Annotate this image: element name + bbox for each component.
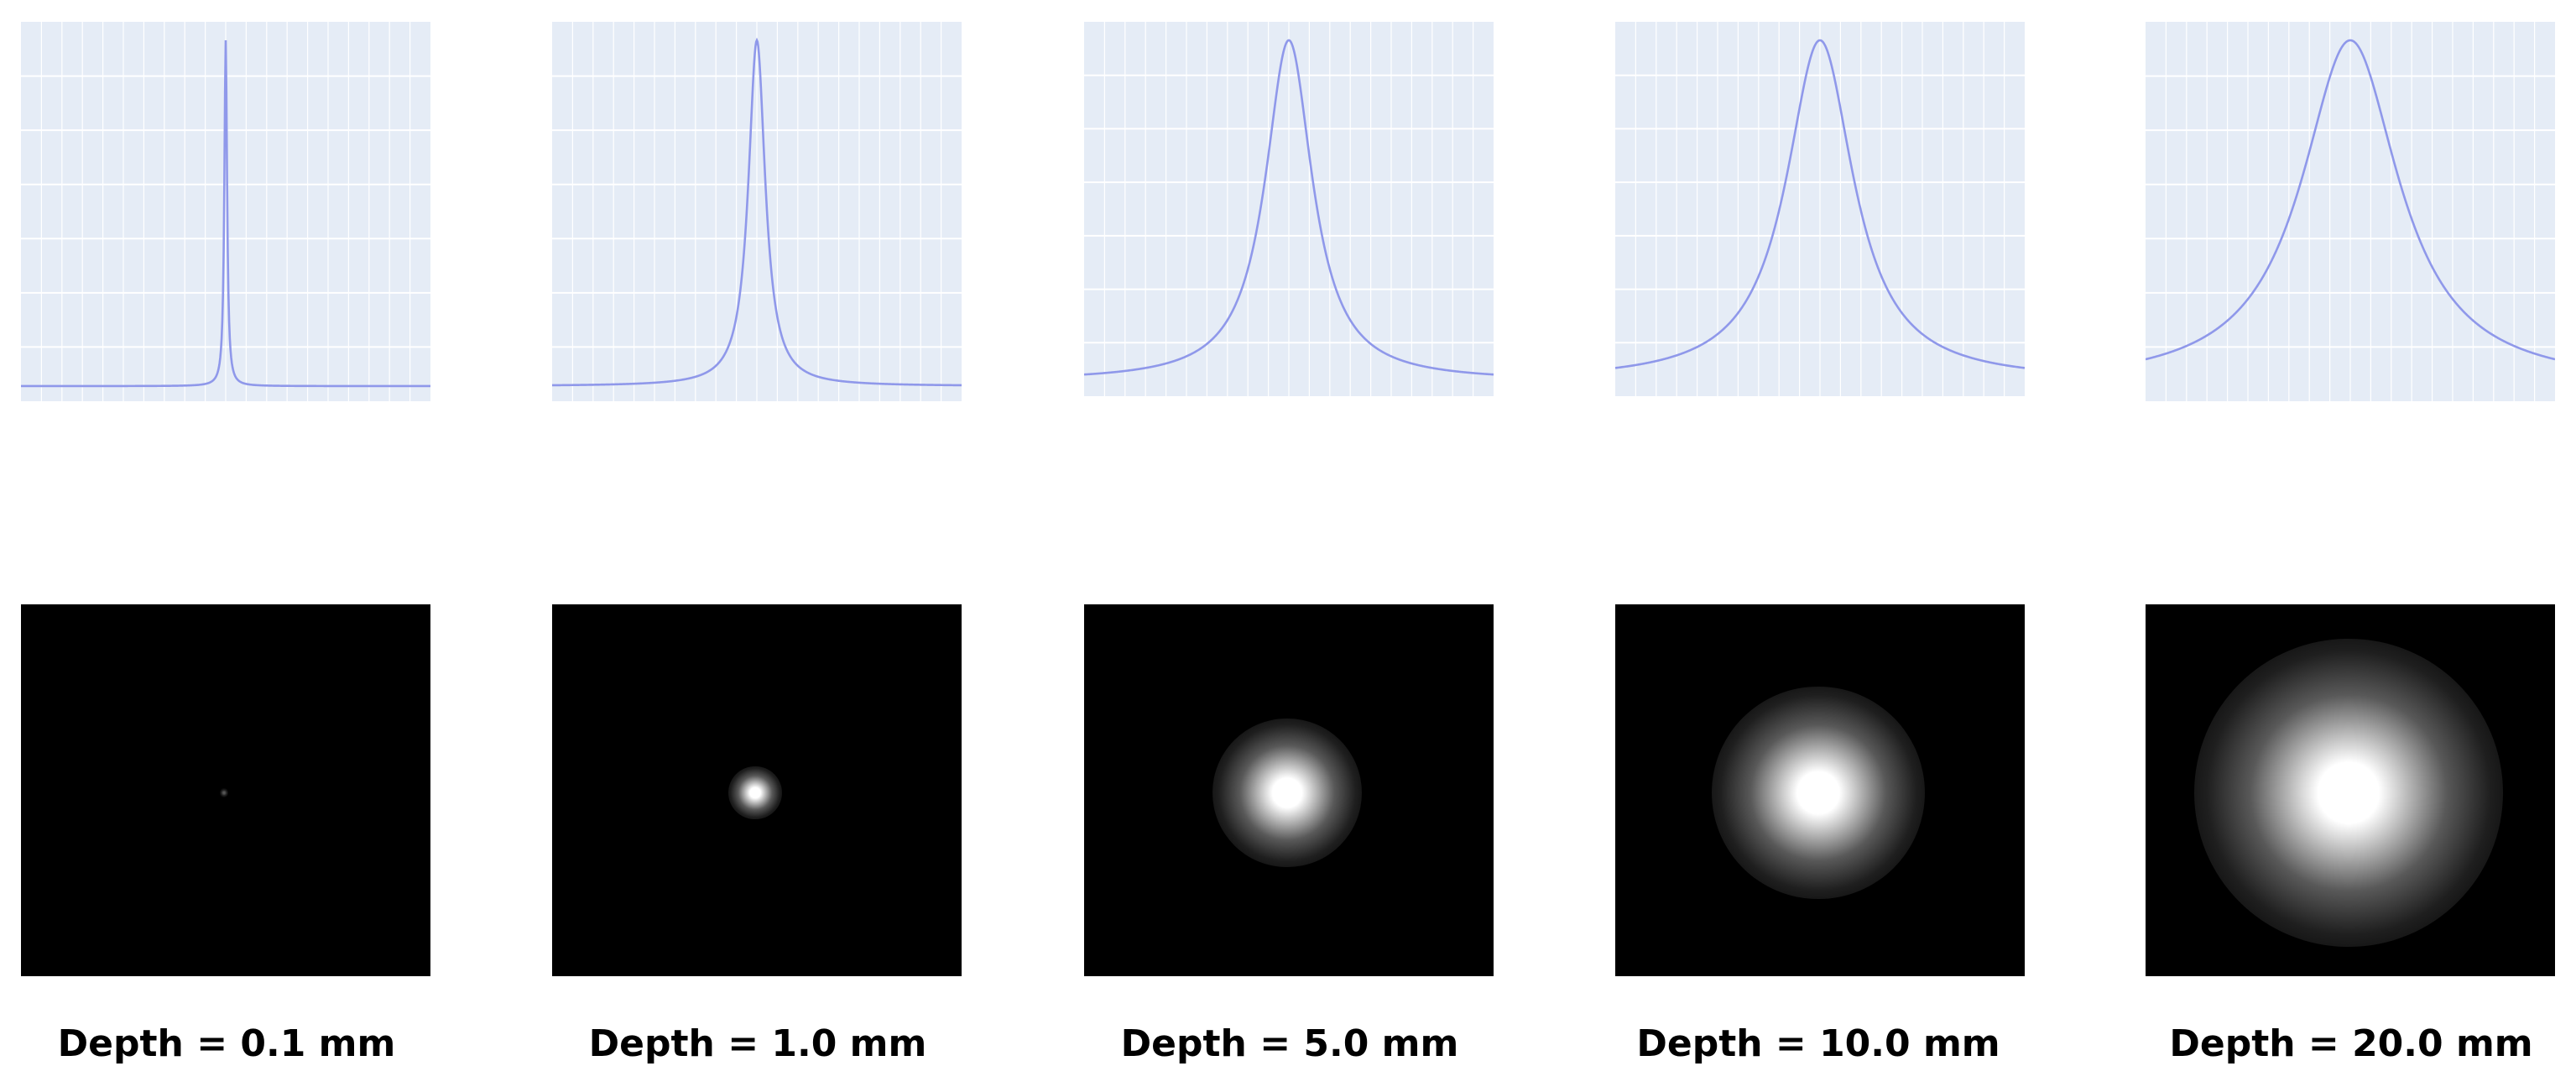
depth-caption: Depth = 1.0 mm — [588, 1022, 927, 1065]
profile-curve — [552, 37, 962, 387]
profile-plot — [552, 22, 962, 401]
light-spot — [1212, 718, 1362, 868]
profile-curve — [2146, 39, 2555, 361]
profile-plot — [1615, 22, 2025, 396]
depth-caption: Depth = 5.0 mm — [1120, 1022, 1459, 1065]
profile-plot-svg — [2146, 22, 2555, 401]
profile-plot — [21, 22, 430, 401]
profile-plot-svg — [1084, 22, 1494, 396]
depth-caption: Depth = 10.0 mm — [1636, 1022, 2000, 1065]
blur-spot-image — [1615, 604, 2025, 976]
depth-caption: Depth = 0.1 mm — [57, 1022, 396, 1065]
profile-plot-svg — [21, 22, 430, 401]
profile-plot — [2146, 22, 2555, 401]
light-spot — [219, 788, 229, 797]
light-spot — [2194, 638, 2503, 948]
profile-plot-svg — [552, 22, 962, 401]
profile-curve — [1084, 39, 1494, 376]
profile-curve — [21, 39, 430, 388]
light-spot — [728, 766, 782, 820]
blur-spot-image — [1084, 604, 1494, 976]
profile-plot — [1084, 22, 1494, 396]
depth-caption: Depth = 20.0 mm — [2169, 1022, 2533, 1065]
blur-spot-image — [552, 604, 962, 976]
blur-spot-image — [2146, 604, 2555, 976]
blur-spot-image — [21, 604, 430, 976]
light-spot — [1712, 686, 1925, 900]
profile-curve — [1615, 39, 2025, 369]
profile-plot-svg — [1615, 22, 2025, 396]
